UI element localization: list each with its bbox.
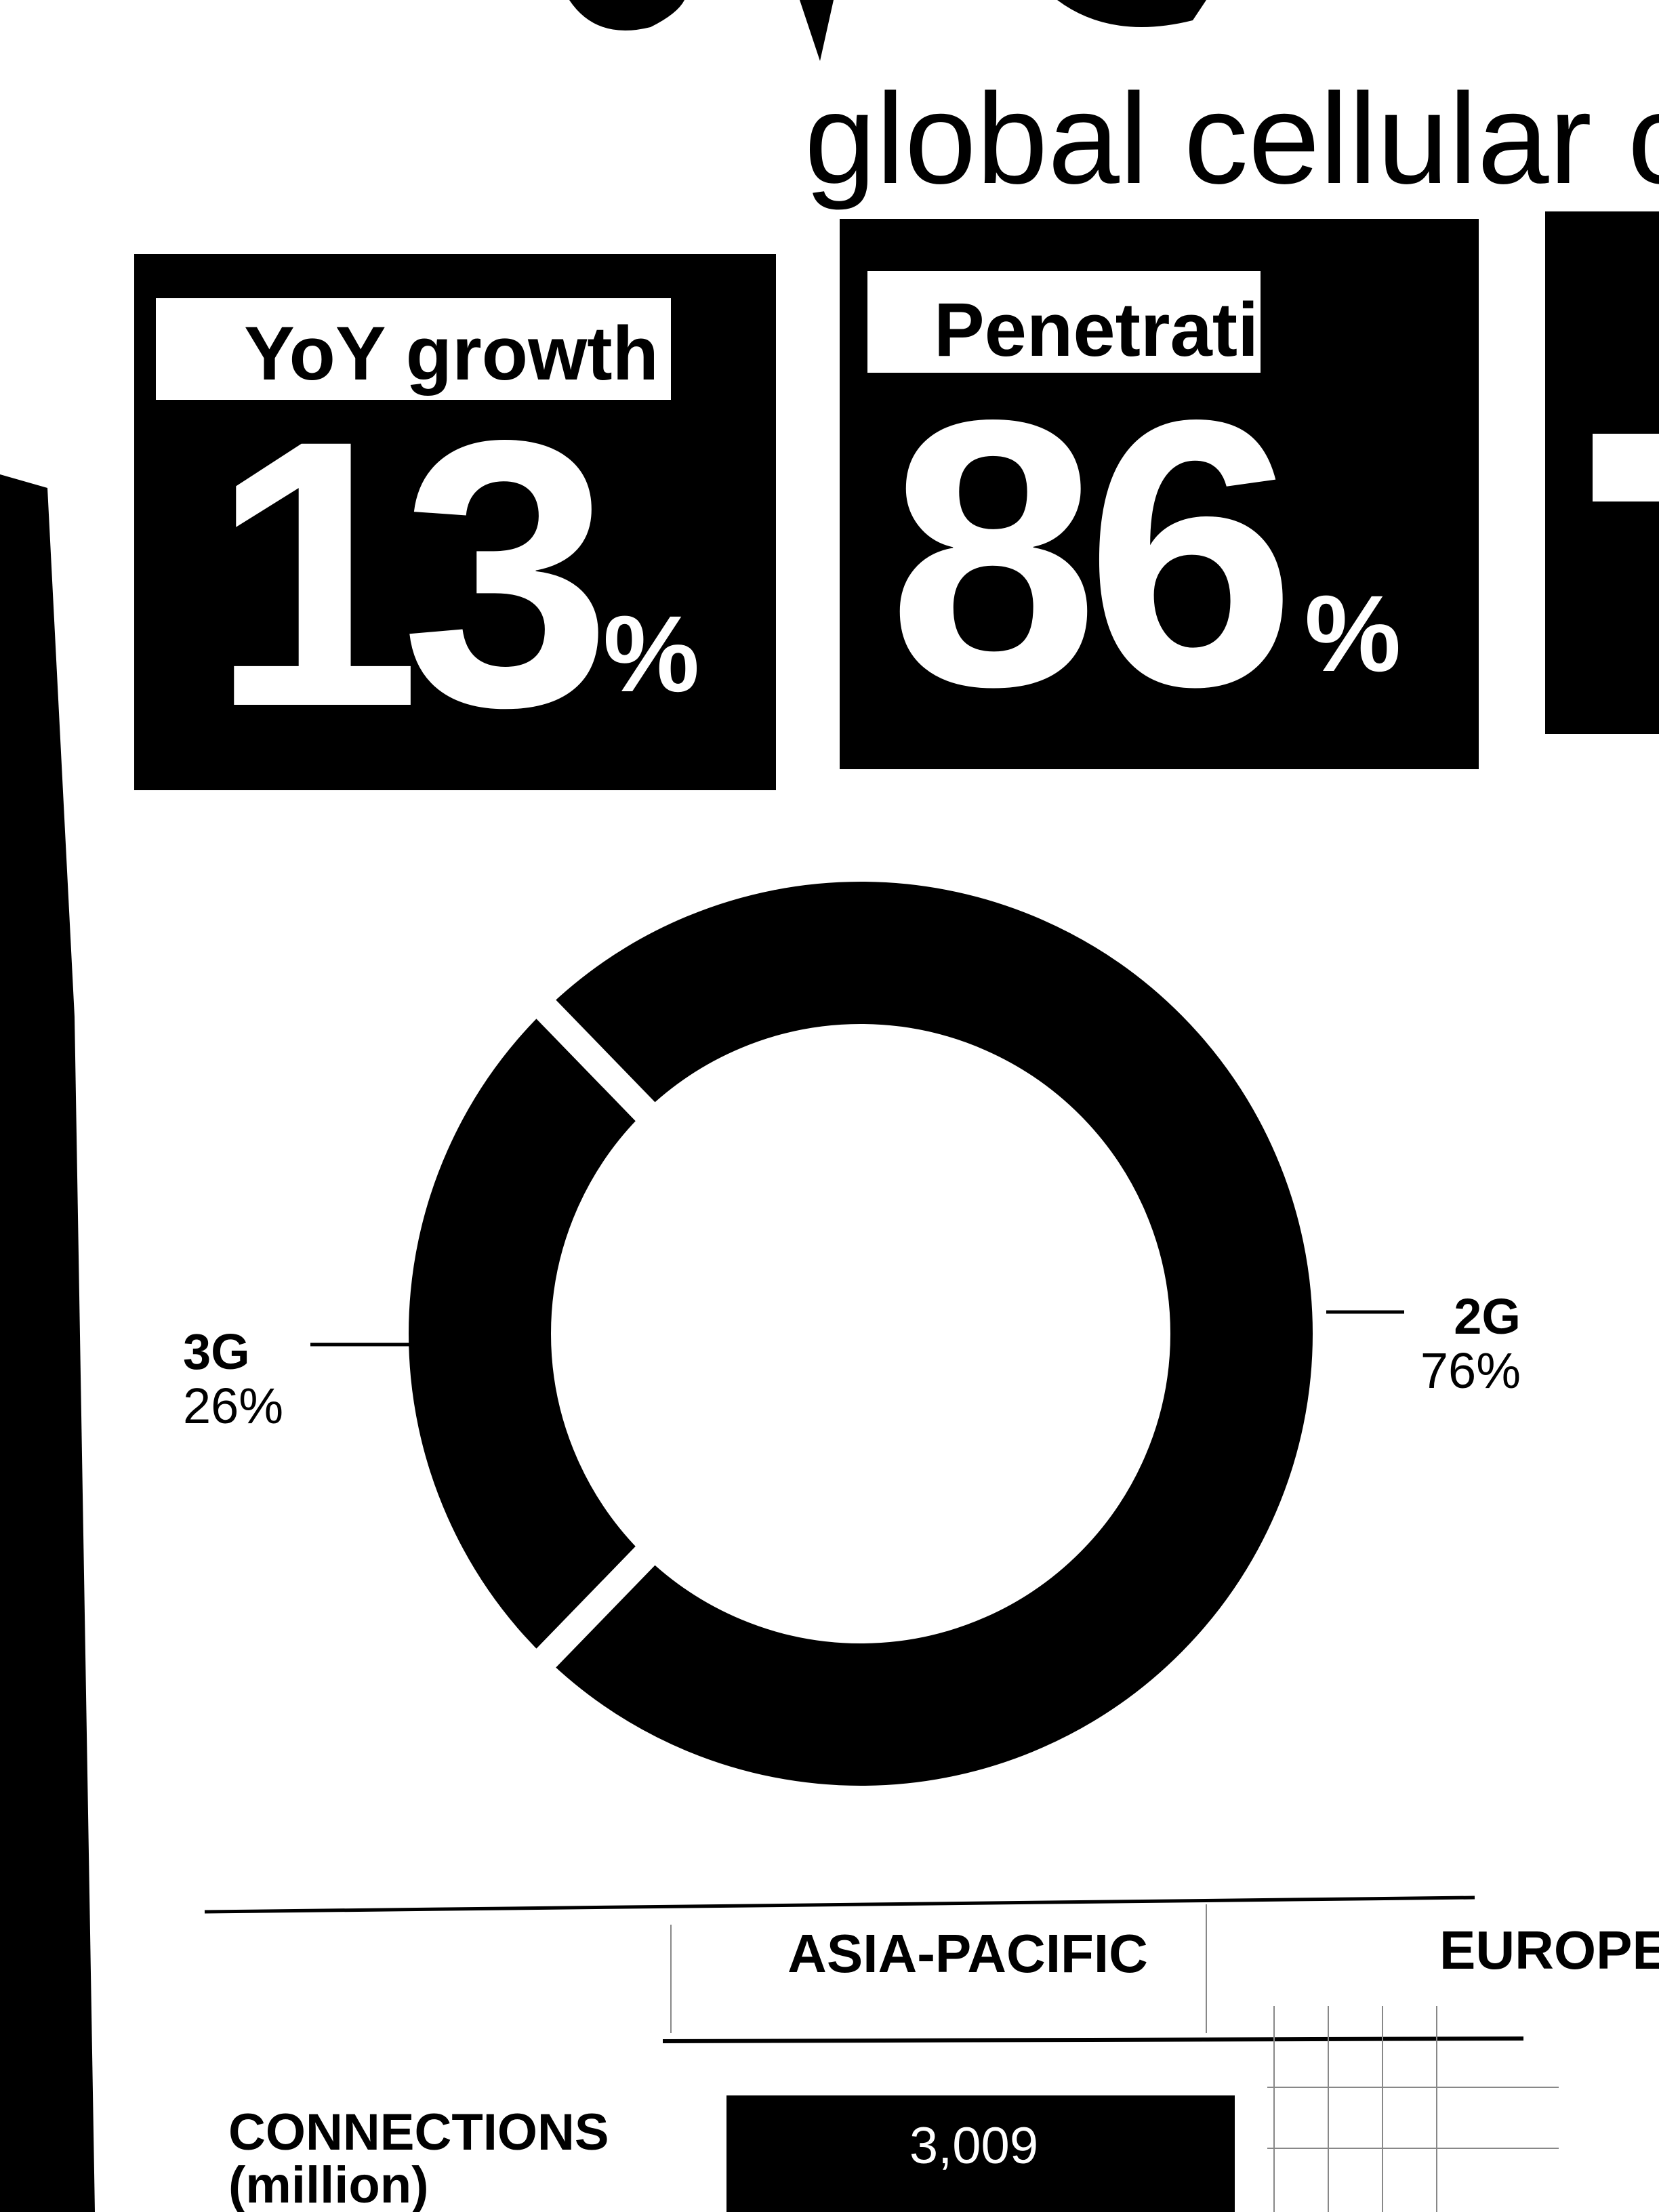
value-bar xyxy=(726,2095,1235,2212)
leader-dot xyxy=(457,1330,487,1359)
rule xyxy=(204,1896,1475,1914)
background-grid xyxy=(670,1904,1559,2212)
donut-segment xyxy=(517,855,1340,1813)
column-header: EUROPE xyxy=(1439,1920,1659,1980)
row-label: CONNECTIONS xyxy=(228,2104,609,2161)
label-patch xyxy=(867,271,1261,373)
segment-value: 26% xyxy=(183,1378,283,1434)
segment-value: 76% xyxy=(1420,1343,1521,1399)
stat-label: Penetration xyxy=(934,287,1351,372)
cropped-digit xyxy=(1593,434,1659,501)
stat-unit: % xyxy=(1305,573,1401,694)
stat-value: 13 xyxy=(210,361,602,785)
cropped-heading xyxy=(569,0,1206,61)
rule xyxy=(662,2036,1524,2043)
segment-label: 3G xyxy=(183,1324,250,1380)
stat-value: 86 xyxy=(888,341,1287,765)
donut-chart xyxy=(382,855,1340,1813)
segment-label: 2G xyxy=(1454,1288,1521,1345)
row-unit: (million) xyxy=(228,2156,429,2212)
photo-edge-shadow xyxy=(0,474,95,2212)
cell-value: 3,009 xyxy=(909,2117,1038,2175)
label-patch xyxy=(156,298,671,400)
donut-segment xyxy=(382,980,674,1687)
stat-unit: % xyxy=(603,593,699,714)
stat-label: YoY growth xyxy=(244,311,659,396)
column-header: ASIA-PACIFIC xyxy=(787,1923,1148,1984)
subtitle: global cellular con xyxy=(804,67,1659,211)
